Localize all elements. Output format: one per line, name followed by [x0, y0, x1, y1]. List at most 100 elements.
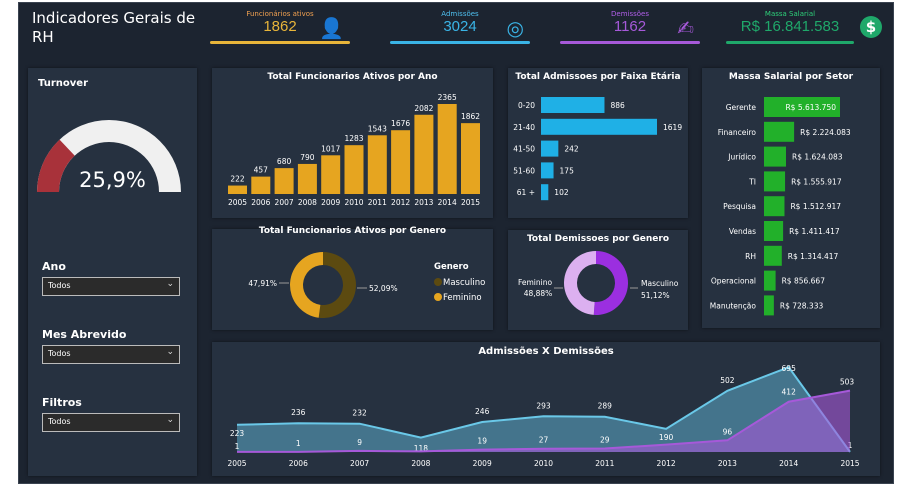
target-icon: ◎ — [506, 16, 524, 40]
y-tick-label: Manutenção — [710, 301, 757, 310]
data-label: 412 — [782, 388, 797, 397]
x-tick-label: 2010 — [344, 198, 363, 207]
data-label: R$ 5.613.750 — [785, 103, 836, 112]
bar — [764, 270, 776, 291]
admissions-by-age-panel: Total Admissoes por Faixa Etária 0-20 886… — [508, 68, 688, 218]
data-label: 9 — [357, 438, 362, 447]
bar — [321, 155, 341, 194]
bar — [541, 162, 554, 179]
slicer-dropdown[interactable]: Todos ⌄ — [42, 413, 180, 432]
chart-title: Total Demissoes por Genero — [526, 234, 670, 244]
data-label: 790 — [300, 153, 315, 162]
data-label: 293 — [536, 401, 551, 410]
legend-title: Genero — [434, 262, 469, 272]
y-tick-label: RH — [745, 252, 756, 261]
bar — [764, 196, 785, 217]
dismissals-by-gender-panel: Total Demissoes por Genero Masculino 51,1… — [508, 230, 688, 330]
slice-name: Masculino — [641, 279, 679, 288]
kpi-underline — [390, 41, 530, 44]
slicer-value: Todos — [48, 281, 71, 290]
y-tick-label: Pesquisa — [723, 202, 756, 211]
slicer-value: Todos — [48, 417, 71, 426]
slicer-dropdown[interactable]: Todos ⌄ — [42, 277, 180, 296]
kpi-value: 1862 — [263, 18, 297, 35]
chart-title: Total Funcionarios Ativos por Ano — [267, 72, 438, 82]
donut-slice-masculino — [318, 252, 356, 318]
bar — [461, 123, 480, 194]
turnover-title: Turnover — [38, 78, 88, 89]
slicer-label: Filtros — [42, 396, 82, 409]
kpi-underline — [560, 41, 700, 44]
kpi-underline — [210, 41, 350, 44]
kpi-underline — [726, 41, 854, 44]
data-label: 2082 — [414, 104, 433, 113]
data-label: 457 — [254, 166, 269, 175]
donut-slice-masculino — [593, 251, 628, 315]
data-label: 1676 — [391, 119, 410, 128]
x-tick-label: 2012 — [657, 459, 676, 468]
x-tick-label: 2011 — [368, 198, 387, 207]
x-tick-label: 2008 — [411, 459, 430, 468]
bar — [228, 185, 247, 194]
x-tick-label: 2011 — [595, 459, 614, 468]
series-line — [237, 389, 851, 453]
data-label: R$ 2.224.083 — [800, 128, 851, 137]
data-label: R$ 1.624.083 — [792, 153, 843, 162]
bar — [344, 145, 364, 194]
signature-icon: ✍ — [677, 16, 694, 40]
data-label: 96 — [723, 427, 733, 436]
chart-title: Total Funcionarios Ativos por Genero — [258, 226, 447, 236]
active-by-year-panel: Total Funcionarios Ativos por Ano 222 200… — [212, 68, 493, 218]
chart-title: Massa Salarial por Setor — [728, 72, 854, 82]
data-label: 190 — [659, 433, 674, 442]
chart-title: Admissões X Demissões — [478, 346, 614, 357]
x-tick-label: 2015 — [461, 198, 480, 207]
admissions-vs-dismissals-chart: 2232362321182462932891905026951119192729… — [227, 364, 859, 468]
page-title: Indicadores Gerais de RH — [32, 9, 196, 46]
bar — [541, 140, 559, 157]
y-tick-label: 21-40 — [513, 123, 535, 132]
data-label: 1862 — [461, 112, 480, 121]
kpi-value: 3024 — [443, 18, 477, 35]
bar — [274, 168, 294, 194]
x-tick-label: 2009 — [473, 459, 492, 468]
bar — [391, 130, 411, 194]
chevron-down-icon: ⌄ — [166, 415, 174, 425]
chevron-down-icon: ⌄ — [166, 279, 174, 289]
slicer-value: Todos — [48, 349, 71, 358]
donut-slice-feminino — [290, 252, 323, 318]
filters-panel: Turnover 25,9% Ano Todos ⌄ Mes Abrevido Todo… — [28, 68, 197, 476]
data-label: 232 — [352, 409, 367, 418]
data-label: 118 — [414, 444, 429, 453]
slicer-label: Mes Abrevido — [42, 328, 127, 341]
y-tick-label: TI — [748, 177, 756, 186]
bar — [437, 104, 457, 194]
data-label: R$ 728.333 — [780, 301, 824, 310]
active-by-gender-panel: Total Funcionarios Ativos por Genero 52,… — [212, 226, 493, 330]
data-label: 222 — [230, 175, 245, 184]
x-tick-label: 2009 — [321, 198, 340, 207]
slice-label: 48,88% — [524, 289, 553, 298]
data-label: 1 — [848, 441, 853, 450]
kpi-card: Admissões 3024 ◎ — [390, 10, 530, 44]
data-label: 102 — [554, 188, 569, 197]
data-label: 27 — [539, 436, 549, 445]
slicer-dropdown[interactable]: Todos ⌄ — [42, 345, 180, 364]
y-tick-label: Gerente — [726, 103, 757, 112]
x-tick-label: 2005 — [228, 198, 247, 207]
dismissals-by-gender-chart: Masculino 51,12% Feminino 48,88% — [518, 251, 679, 315]
data-label: 29 — [600, 435, 610, 444]
legend-item: Masculino — [443, 278, 485, 288]
data-label: 1283 — [344, 134, 363, 143]
money-icon: $ — [860, 16, 882, 38]
x-tick-label: 2013 — [414, 198, 433, 207]
x-tick-label: 2006 — [289, 459, 308, 468]
data-label: 503 — [840, 378, 855, 387]
data-label: 886 — [610, 101, 625, 110]
payroll-by-sector-chart: Gerente R$ 5.613.750 Financeiro R$ 2.224.08… — [710, 97, 851, 316]
data-label: 246 — [475, 407, 490, 416]
chart-title: Total Admissoes por Faixa Etária — [515, 72, 681, 82]
bar — [764, 245, 782, 266]
x-tick-label: 2014 — [779, 459, 798, 468]
data-label: 680 — [277, 157, 292, 166]
